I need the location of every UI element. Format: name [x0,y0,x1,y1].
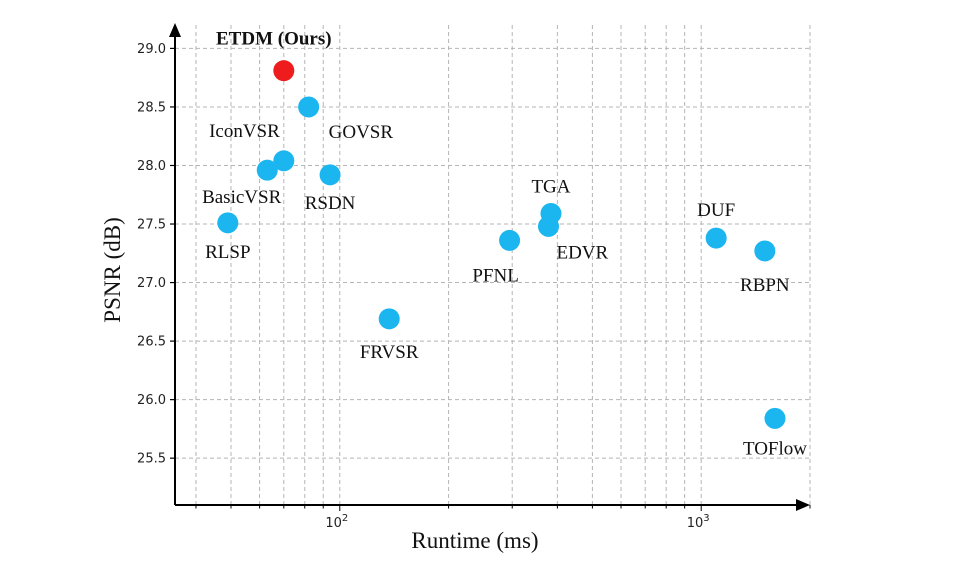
data-point [537,215,559,237]
y-axis-title: PSNR (dB) [100,217,125,322]
data-point [754,240,776,262]
point-label: RLSP [205,242,250,263]
grid [175,25,811,505]
data-point [217,212,239,234]
x-tick-label: 103 [687,513,710,531]
point-label: ETDM (Ours) [216,29,332,50]
point-label: RBPN [740,275,790,296]
point-label: BasicVSR [202,187,282,208]
data-point [499,229,521,251]
y-axis-arrow [169,23,181,37]
point-labels: ETDM (Ours) GOVSR IconVSR BasicVSR RSDN RLSP F… [202,29,807,460]
data-point [298,96,320,118]
point-label: FRVSR [360,342,419,363]
point-label: EDVR [556,242,608,263]
data-points [217,60,786,429]
point-label: TGA [531,176,570,197]
point-label: GOVSR [329,122,394,143]
y-tick-label: 29.0 [137,42,166,57]
x-axis-title: Runtime (ms) [411,528,538,553]
point-label: DUF [697,200,735,221]
y-tick-label: 26.0 [137,393,166,408]
data-point [378,308,400,330]
point-label: PFNL [472,265,518,286]
data-point [273,150,295,172]
data-point [256,159,278,181]
ticks: 25.5 26.0 26.5 27.0 27.5 28.0 28.5 29.0 102 103 [137,42,811,531]
data-point [705,227,727,249]
data-point [764,407,786,429]
y-tick-label: 27.0 [137,276,166,291]
data-point [319,164,341,186]
x-tick-label: 102 [325,513,348,531]
point-label: RSDN [305,193,356,214]
x-axis-arrow [796,499,810,511]
y-tick-label: 27.5 [137,218,166,233]
point-label: TOFlow [743,438,807,459]
highlight-point [273,60,295,82]
y-tick-label: 25.5 [137,452,166,467]
point-label: IconVSR [209,121,280,142]
y-tick-label: 28.5 [137,100,166,115]
y-tick-label: 28.0 [137,159,166,174]
y-tick-label: 26.5 [137,335,166,350]
